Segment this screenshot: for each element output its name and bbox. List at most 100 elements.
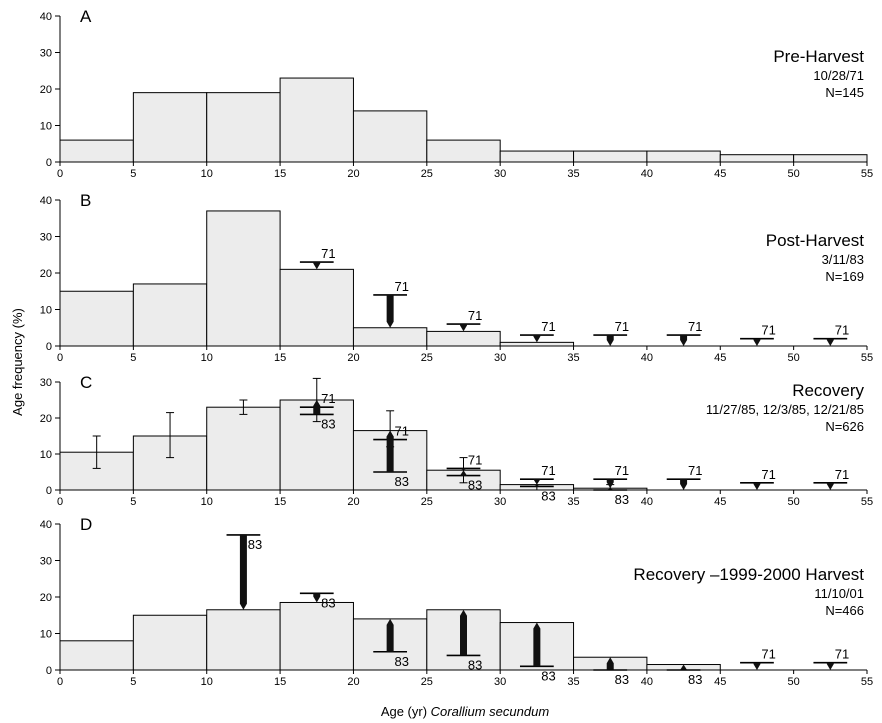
reference-label: 71 [761,647,775,662]
reference-label: 83 [541,668,555,683]
reference-label: 71 [835,323,849,338]
bar [132,614,208,671]
x-tick-label: 35 [567,676,579,688]
y-tick-label: 40 [40,519,52,531]
panel-letter: A [80,7,92,26]
x-tick-label: 10 [201,676,213,688]
y-tick-label: 40 [40,195,52,207]
x-tick-label: 20 [347,168,359,180]
bar [719,154,795,163]
reference-marker: 71 [373,279,409,328]
x-tick-label: 45 [714,676,726,688]
reference-marker: 83 [373,430,409,489]
reference-arrow [680,479,688,490]
x-tick-label: 40 [641,168,653,180]
reference-label: 83 [321,416,335,431]
reference-label: 71 [395,424,409,439]
y-tick-label: 20 [40,84,52,96]
x-tick-label: 15 [274,496,286,508]
bar [132,283,208,347]
error-bar [239,399,248,415]
y-tick-label: 10 [40,629,52,641]
bar [793,154,868,163]
bar [59,290,134,347]
x-tick-label: 50 [788,168,800,180]
reference-label: 71 [835,467,849,482]
x-tick-label: 25 [421,496,433,508]
reference-arrow [533,335,541,343]
reference-label: 71 [835,647,849,662]
reference-arrow [680,335,688,346]
y-tick-label: 20 [40,592,52,604]
x-tick-label: 20 [347,496,359,508]
x-tick-label: 25 [421,168,433,180]
reference-marker: 83 [299,592,336,610]
reference-marker: 83 [519,622,556,683]
reference-label: 71 [615,463,629,478]
x-tick-label: 35 [567,168,579,180]
x-tick-label: 5 [130,352,136,364]
reference-label: 71 [468,452,482,467]
x-tick-label: 5 [130,676,136,688]
reference-arrow [313,400,321,415]
reference-arrow [533,479,541,485]
reference-arrow [386,430,394,472]
reference-arrow [826,662,834,670]
x-tick-label: 45 [714,352,726,364]
x-tick-label: 25 [421,676,433,688]
reference-arrow [606,657,614,670]
reference-arrow [826,338,834,346]
reference-label: 83 [468,657,482,672]
reference-label: 83 [395,654,409,669]
bar [59,640,134,671]
y-tick-label: 30 [40,556,52,568]
panel-info: N=145 [825,85,864,100]
panel-letter: D [80,515,92,534]
reference-arrow [606,479,614,489]
reference-label: 83 [248,537,262,552]
reference-label: 71 [615,319,629,334]
reference-arrow [680,664,688,670]
panel-C: 71 83 71 83 71 83 71 83 71 83 71 71 71 0 10 20 30 0 5 10 15 2… [40,373,873,508]
reference-marker: 71 [593,463,629,489]
bar [352,110,428,163]
panel-info: 11/10/01 [814,586,864,601]
reference-label: 71 [468,308,482,323]
x-tick-label: 50 [788,352,800,364]
x-axis-label-text: Age (yr) [381,704,427,719]
reference-label: 71 [688,463,702,478]
reference-label: 71 [541,463,555,478]
reference-label: 83 [541,488,555,503]
reference-marker: 71 [519,319,556,343]
reference-label: 71 [761,467,775,482]
bar [206,406,281,491]
x-axis-label-species: Corallium secundum [431,704,550,719]
x-tick-label: 0 [57,168,63,180]
panel-info: 3/11/83 [822,252,864,267]
x-tick-label: 50 [788,676,800,688]
y-tick-label: 30 [40,377,52,389]
panel-title: Post-Harvest [766,231,865,250]
x-tick-label: 35 [567,496,579,508]
bar [132,92,208,163]
x-tick-label: 10 [201,168,213,180]
y-tick-label: 30 [40,232,52,244]
reference-label: 71 [395,279,409,294]
error-bar [92,435,101,469]
bar [426,139,501,163]
x-tick-label: 15 [274,168,286,180]
reference-marker: 71 [740,467,776,490]
x-axis-label: Age (yr) Corallium secundum [381,704,550,719]
x-tick-label: 10 [201,352,213,364]
panel-letter: C [80,373,92,392]
reference-arrow [460,470,467,476]
x-tick-label: 55 [861,496,873,508]
x-tick-label: 0 [57,676,63,688]
reference-label: 83 [688,672,702,687]
x-tick-label: 55 [861,676,873,688]
reference-arrow [313,593,321,603]
reference-label: 71 [321,391,335,406]
panel-info: N=466 [825,603,864,618]
reference-arrow [386,618,394,652]
bar [499,150,575,163]
